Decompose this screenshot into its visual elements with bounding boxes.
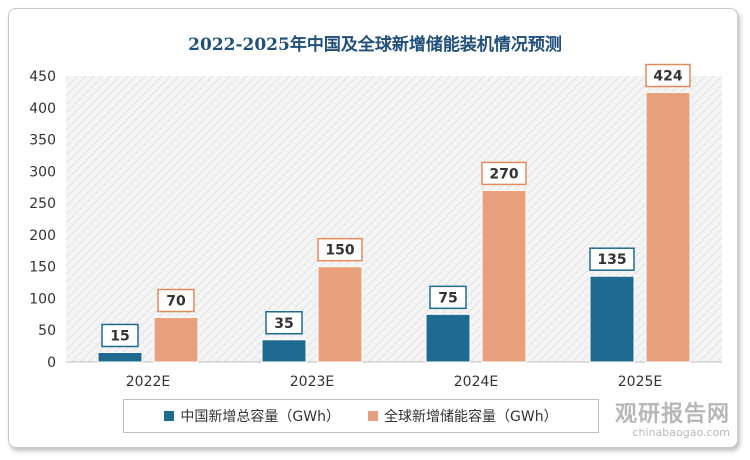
y-tick-label: 450 xyxy=(29,69,56,85)
y-tick-label: 50 xyxy=(38,323,56,339)
bar-china xyxy=(97,351,143,363)
watermark: 观研报告网 chinabaogao.com xyxy=(615,396,730,439)
data-label-box xyxy=(481,161,527,186)
data-label: 15 xyxy=(110,328,129,344)
y-tick-label: 300 xyxy=(29,164,56,180)
legend-item-global: 全球新增储能容量（GWh） xyxy=(368,406,558,426)
chart-title: 2022-2025年中国及全球新增储能装机情况预测 xyxy=(188,35,562,55)
bar-global xyxy=(645,92,691,363)
data-label-box xyxy=(101,323,139,348)
data-label: 135 xyxy=(597,252,626,268)
data-label: 150 xyxy=(325,243,354,259)
y-tick-label: 400 xyxy=(29,101,56,117)
y-tick-label: 200 xyxy=(29,228,56,244)
legend-item-china: 中国新增总容量（GWh） xyxy=(164,406,340,426)
bar-global xyxy=(153,317,199,363)
watermark-en: chinabaogao.com xyxy=(632,426,731,439)
bar-global xyxy=(481,189,527,363)
y-tick-label: 350 xyxy=(29,133,56,149)
data-label-box xyxy=(157,288,195,313)
legend-swatch-china xyxy=(164,411,175,421)
data-label-box xyxy=(645,63,691,88)
y-tick-label: 0 xyxy=(47,355,56,371)
data-label-box xyxy=(265,311,303,335)
bar-china xyxy=(425,313,471,363)
watermark-cn: 观研报告网 xyxy=(614,402,730,427)
data-label: 70 xyxy=(166,294,186,310)
x-tick-label: 2023E xyxy=(290,374,334,390)
data-label-box xyxy=(429,285,467,310)
legend-swatch-global xyxy=(368,411,378,421)
x-tick-label: 2022E xyxy=(126,374,170,390)
data-label: 424 xyxy=(653,69,682,85)
data-label: 75 xyxy=(438,290,457,306)
legend-label-global: 全球新增储能容量（GWh） xyxy=(384,409,558,425)
legend-label-china: 中国新增总容量（GWh） xyxy=(180,409,340,425)
data-label-box xyxy=(317,237,363,262)
bar-china xyxy=(589,275,635,363)
legend: 中国新增总容量（GWh） 全球新增储能容量（GWh） xyxy=(123,399,599,433)
bar-china xyxy=(261,339,307,363)
bar-global xyxy=(317,266,363,363)
y-tick-label: 250 xyxy=(29,196,56,212)
data-label-box xyxy=(589,247,635,271)
data-label: 35 xyxy=(274,316,293,332)
y-tick-label: 100 xyxy=(29,291,56,307)
x-tick-label: 2024E xyxy=(454,374,498,390)
data-label: 270 xyxy=(489,166,518,182)
y-tick-label: 150 xyxy=(29,260,56,276)
x-tick-label: 2025E xyxy=(618,374,662,390)
